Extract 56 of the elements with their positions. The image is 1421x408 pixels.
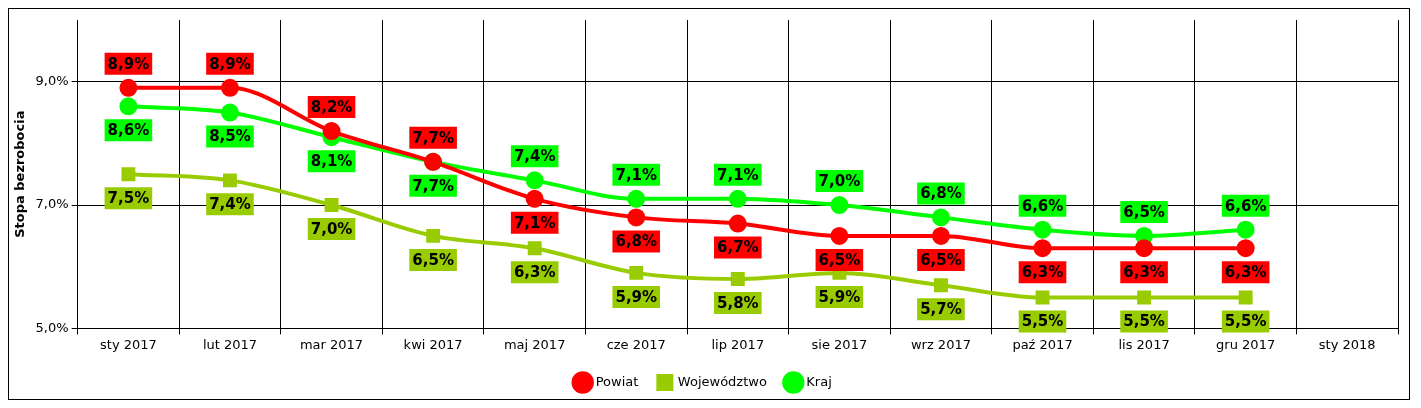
data-label: 6,3% [1123, 263, 1165, 282]
data-label: 8,6% [107, 121, 150, 140]
data-label: 7,4% [513, 147, 556, 166]
legend-label: Województwo [677, 373, 767, 389]
x-tick-label: kwi 2017 [403, 336, 463, 352]
data-label: 5,5% [1123, 312, 1165, 331]
data-label: 7,5% [107, 189, 150, 208]
data-label: 6,5% [818, 250, 861, 269]
y-tick-label: 7,0% [35, 196, 69, 212]
x-tick-label: paź 2017 [1012, 336, 1073, 352]
data-label: 8,2% [310, 97, 353, 116]
data-label: 6,3% [1021, 263, 1064, 282]
data-label: 7,1% [615, 165, 658, 184]
x-tick-label: lut 2017 [202, 336, 258, 352]
x-tick-label: lis 2017 [1118, 336, 1170, 352]
x-tick-label: mar 2017 [299, 336, 364, 352]
x-tick-label: wrz 2017 [910, 336, 971, 352]
data-label: 8,1% [310, 152, 353, 171]
data-label: 6,6% [1021, 196, 1064, 215]
x-tick-label: maj 2017 [503, 336, 566, 352]
data-label: 8,9% [107, 54, 150, 73]
data-label: 6,7% [717, 238, 759, 257]
data-label: 7,7% [412, 128, 454, 147]
data-label: 6,5% [920, 250, 962, 269]
y-axis-title: Stopa bezrobocia [12, 110, 28, 238]
data-label: 5,5% [1224, 312, 1267, 331]
data-label: 8,9% [209, 54, 251, 73]
x-tick-label: sty 2017 [100, 336, 157, 352]
data-label: 7,1% [513, 213, 556, 232]
legend-label: Kraj [806, 373, 832, 389]
data-label: 7,0% [310, 219, 353, 238]
data-label: 8,5% [209, 127, 251, 146]
data-label: 7,1% [717, 165, 759, 184]
x-tick-label: cze 2017 [606, 336, 666, 352]
data-label: 6,3% [513, 263, 556, 282]
data-label: 5,9% [818, 287, 861, 306]
data-label: 5,5% [1021, 312, 1064, 331]
data-label: 5,9% [615, 287, 658, 306]
data-label: 6,3% [1224, 263, 1267, 282]
data-label: 6,8% [920, 184, 962, 203]
y-tick-label: 5,0% [35, 319, 69, 335]
data-label: 7,4% [209, 195, 251, 214]
data-label: 6,5% [1123, 202, 1165, 221]
x-tick-label: gru 2017 [1216, 336, 1276, 352]
data-label: 6,5% [412, 250, 454, 269]
legend-label: Powiat [595, 373, 639, 389]
data-label: 6,6% [1224, 196, 1267, 215]
data-label: 5,8% [717, 293, 759, 312]
data-label: 7,7% [412, 176, 454, 195]
x-tick-label: lip 2017 [711, 336, 765, 352]
data-label: 6,8% [615, 232, 658, 251]
data-label: 7,0% [818, 171, 861, 190]
x-tick-label: sty 2018 [1318, 336, 1376, 352]
x-tick-label: sie 2017 [811, 336, 868, 352]
y-tick-label: 9,0% [35, 73, 69, 89]
data-label: 5,7% [920, 300, 962, 319]
